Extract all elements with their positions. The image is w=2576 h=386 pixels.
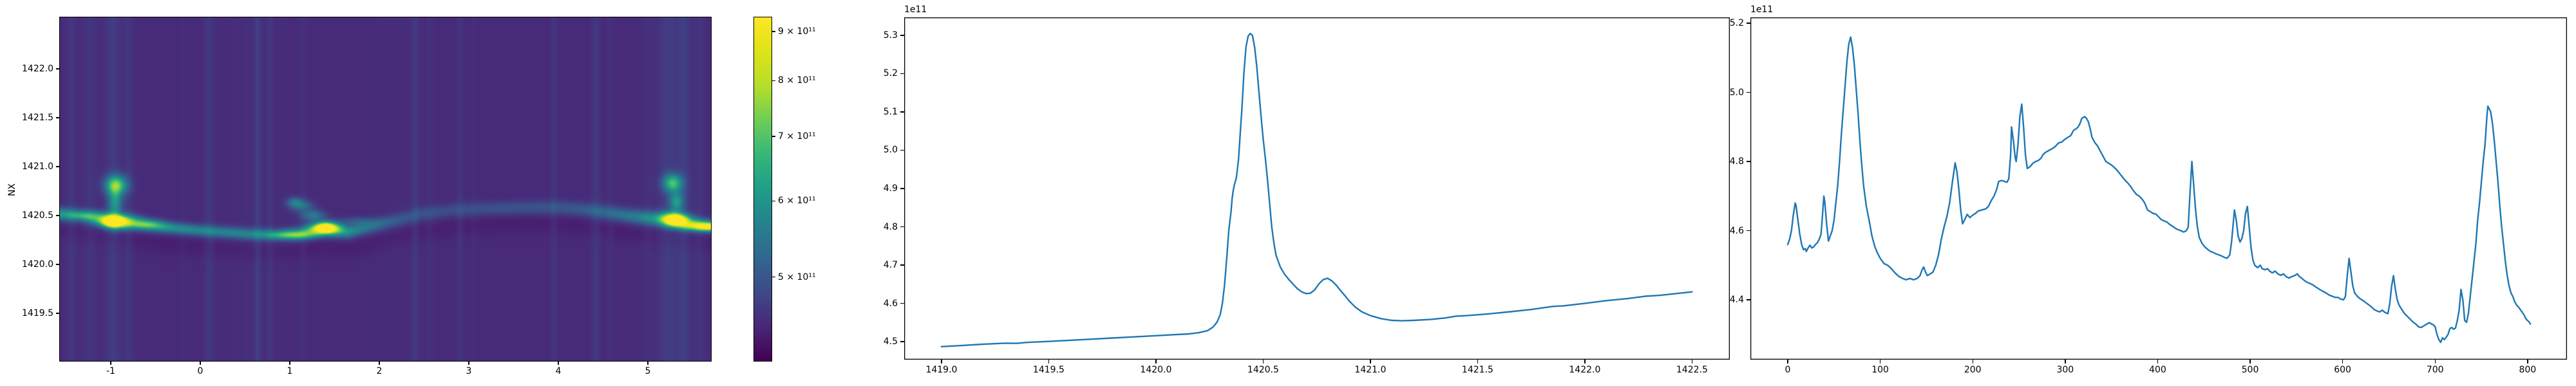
spectrum-full-frame bbox=[1750, 17, 2567, 360]
y-tick-mark bbox=[1747, 299, 1750, 300]
y-tick-label: 4.7 bbox=[883, 260, 898, 271]
y-tick-label: 5.0 bbox=[1729, 87, 1744, 98]
y-tick-label: 1420.0 bbox=[22, 259, 53, 270]
x-tick-label: 1421.0 bbox=[1354, 365, 1387, 375]
x-tick-label: 1422.5 bbox=[1676, 365, 1708, 375]
y-tick-label: 1421.5 bbox=[22, 112, 53, 123]
colorbar-tick-label: 8 × 10¹¹ bbox=[778, 75, 816, 86]
x-tick-label: 5 bbox=[645, 366, 651, 376]
x-tick-mark bbox=[1155, 360, 1157, 363]
y-tick-mark bbox=[56, 117, 60, 118]
colorbar-tick-label: 5 × 10¹¹ bbox=[778, 271, 816, 282]
y-tick-label: 1419.5 bbox=[22, 308, 53, 318]
y-tick-mark bbox=[1747, 91, 1750, 93]
x-tick-mark bbox=[2342, 360, 2344, 363]
x-tick-mark bbox=[1048, 360, 1050, 363]
x-tick-label: -1 bbox=[106, 366, 115, 376]
spectrum-zoom-line bbox=[940, 32, 1693, 347]
y-tick-label: 5.0 bbox=[883, 145, 898, 156]
heatmap-axes-frame bbox=[59, 17, 712, 362]
x-tick-label: 0 bbox=[1785, 365, 1791, 375]
spectrum-full-line bbox=[1786, 36, 2532, 344]
y-tick-label: 4.6 bbox=[1729, 225, 1744, 236]
x-tick-mark bbox=[289, 361, 290, 365]
y-tick-mark bbox=[900, 341, 904, 342]
x-tick-label: 0 bbox=[197, 366, 204, 376]
y-tick-label: 4.6 bbox=[883, 298, 898, 309]
x-tick-mark bbox=[1787, 360, 1788, 363]
x-tick-label: 2 bbox=[376, 366, 383, 376]
spectrum-zoom-offset-text: 1e11 bbox=[904, 5, 927, 15]
x-tick-label: 3 bbox=[466, 366, 472, 376]
x-tick-mark bbox=[647, 361, 649, 365]
y-tick-mark bbox=[900, 111, 904, 113]
y-tick-mark bbox=[56, 166, 60, 167]
x-tick-label: 500 bbox=[2241, 365, 2259, 375]
colorbar-tick-label: 6 × 10¹¹ bbox=[778, 196, 816, 207]
y-tick-mark bbox=[1747, 230, 1750, 232]
y-tick-label: 1420.5 bbox=[22, 210, 53, 221]
x-tick-mark bbox=[2434, 360, 2436, 363]
y-tick-label: 5.3 bbox=[883, 30, 898, 41]
spectrum-full-offset-text: 1e11 bbox=[1750, 5, 1774, 15]
x-tick-label: 1420.0 bbox=[1140, 365, 1172, 375]
x-tick-mark bbox=[1262, 360, 1264, 363]
colorbar-tick-label: 7 × 10¹¹ bbox=[778, 131, 816, 142]
colorbar-tick-mark bbox=[772, 80, 775, 82]
y-tick-mark bbox=[900, 226, 904, 228]
y-tick-label: 1421.0 bbox=[22, 161, 53, 172]
y-tick-label: 4.5 bbox=[883, 336, 898, 347]
y-tick-label: 4.8 bbox=[883, 221, 898, 232]
x-tick-label: 100 bbox=[1871, 365, 1889, 375]
x-tick-label: 1 bbox=[287, 366, 293, 376]
y-tick-label: 5.2 bbox=[1729, 18, 1744, 29]
y-tick-mark bbox=[900, 264, 904, 266]
y-tick-mark bbox=[900, 73, 904, 75]
x-tick-mark bbox=[468, 361, 469, 365]
x-tick-mark bbox=[1477, 360, 1479, 363]
colorbar-frame bbox=[753, 17, 772, 362]
x-tick-label: 1422.0 bbox=[1569, 365, 1601, 375]
y-tick-label: 5.2 bbox=[883, 68, 898, 79]
y-tick-label: 1422.0 bbox=[22, 63, 53, 74]
heatmap-image bbox=[60, 17, 711, 361]
x-tick-mark bbox=[2249, 360, 2251, 363]
y-tick-mark bbox=[900, 149, 904, 151]
x-tick-label: 1419.5 bbox=[1032, 365, 1065, 375]
x-tick-label: 600 bbox=[2334, 365, 2351, 375]
y-tick-mark bbox=[900, 302, 904, 304]
x-tick-label: 4 bbox=[555, 366, 562, 376]
colorbar-gradient bbox=[754, 17, 772, 361]
x-tick-label: 1420.5 bbox=[1247, 365, 1279, 375]
y-tick-label: 4.8 bbox=[1729, 156, 1744, 167]
spectrum-zoom-plot bbox=[904, 17, 1730, 360]
spectrum-full-plot bbox=[1750, 17, 2567, 360]
y-tick-label: 5.1 bbox=[883, 106, 898, 117]
x-tick-label: 300 bbox=[2056, 365, 2074, 375]
x-tick-mark bbox=[2527, 360, 2528, 363]
x-tick-mark bbox=[110, 361, 111, 365]
y-tick-mark bbox=[56, 215, 60, 216]
y-tick-label: 4.4 bbox=[1729, 295, 1744, 306]
x-tick-label: 1419.0 bbox=[925, 365, 958, 375]
x-tick-mark bbox=[1584, 360, 1586, 363]
heatmap-ylabel: NX bbox=[7, 183, 17, 197]
spectrum-zoom-frame bbox=[904, 17, 1730, 360]
colorbar-tick-mark bbox=[772, 31, 775, 32]
x-tick-label: 700 bbox=[2426, 365, 2444, 375]
x-tick-mark bbox=[2157, 360, 2159, 363]
y-tick-label: 4.9 bbox=[883, 183, 898, 194]
x-tick-label: 400 bbox=[2149, 365, 2166, 375]
x-tick-mark bbox=[941, 360, 942, 363]
y-tick-mark bbox=[56, 68, 60, 69]
x-tick-label: 1421.5 bbox=[1461, 365, 1493, 375]
x-tick-label: 800 bbox=[2519, 365, 2537, 375]
x-tick-label: 200 bbox=[1964, 365, 1982, 375]
colorbar-tick-label: 9 × 10¹¹ bbox=[778, 26, 816, 37]
